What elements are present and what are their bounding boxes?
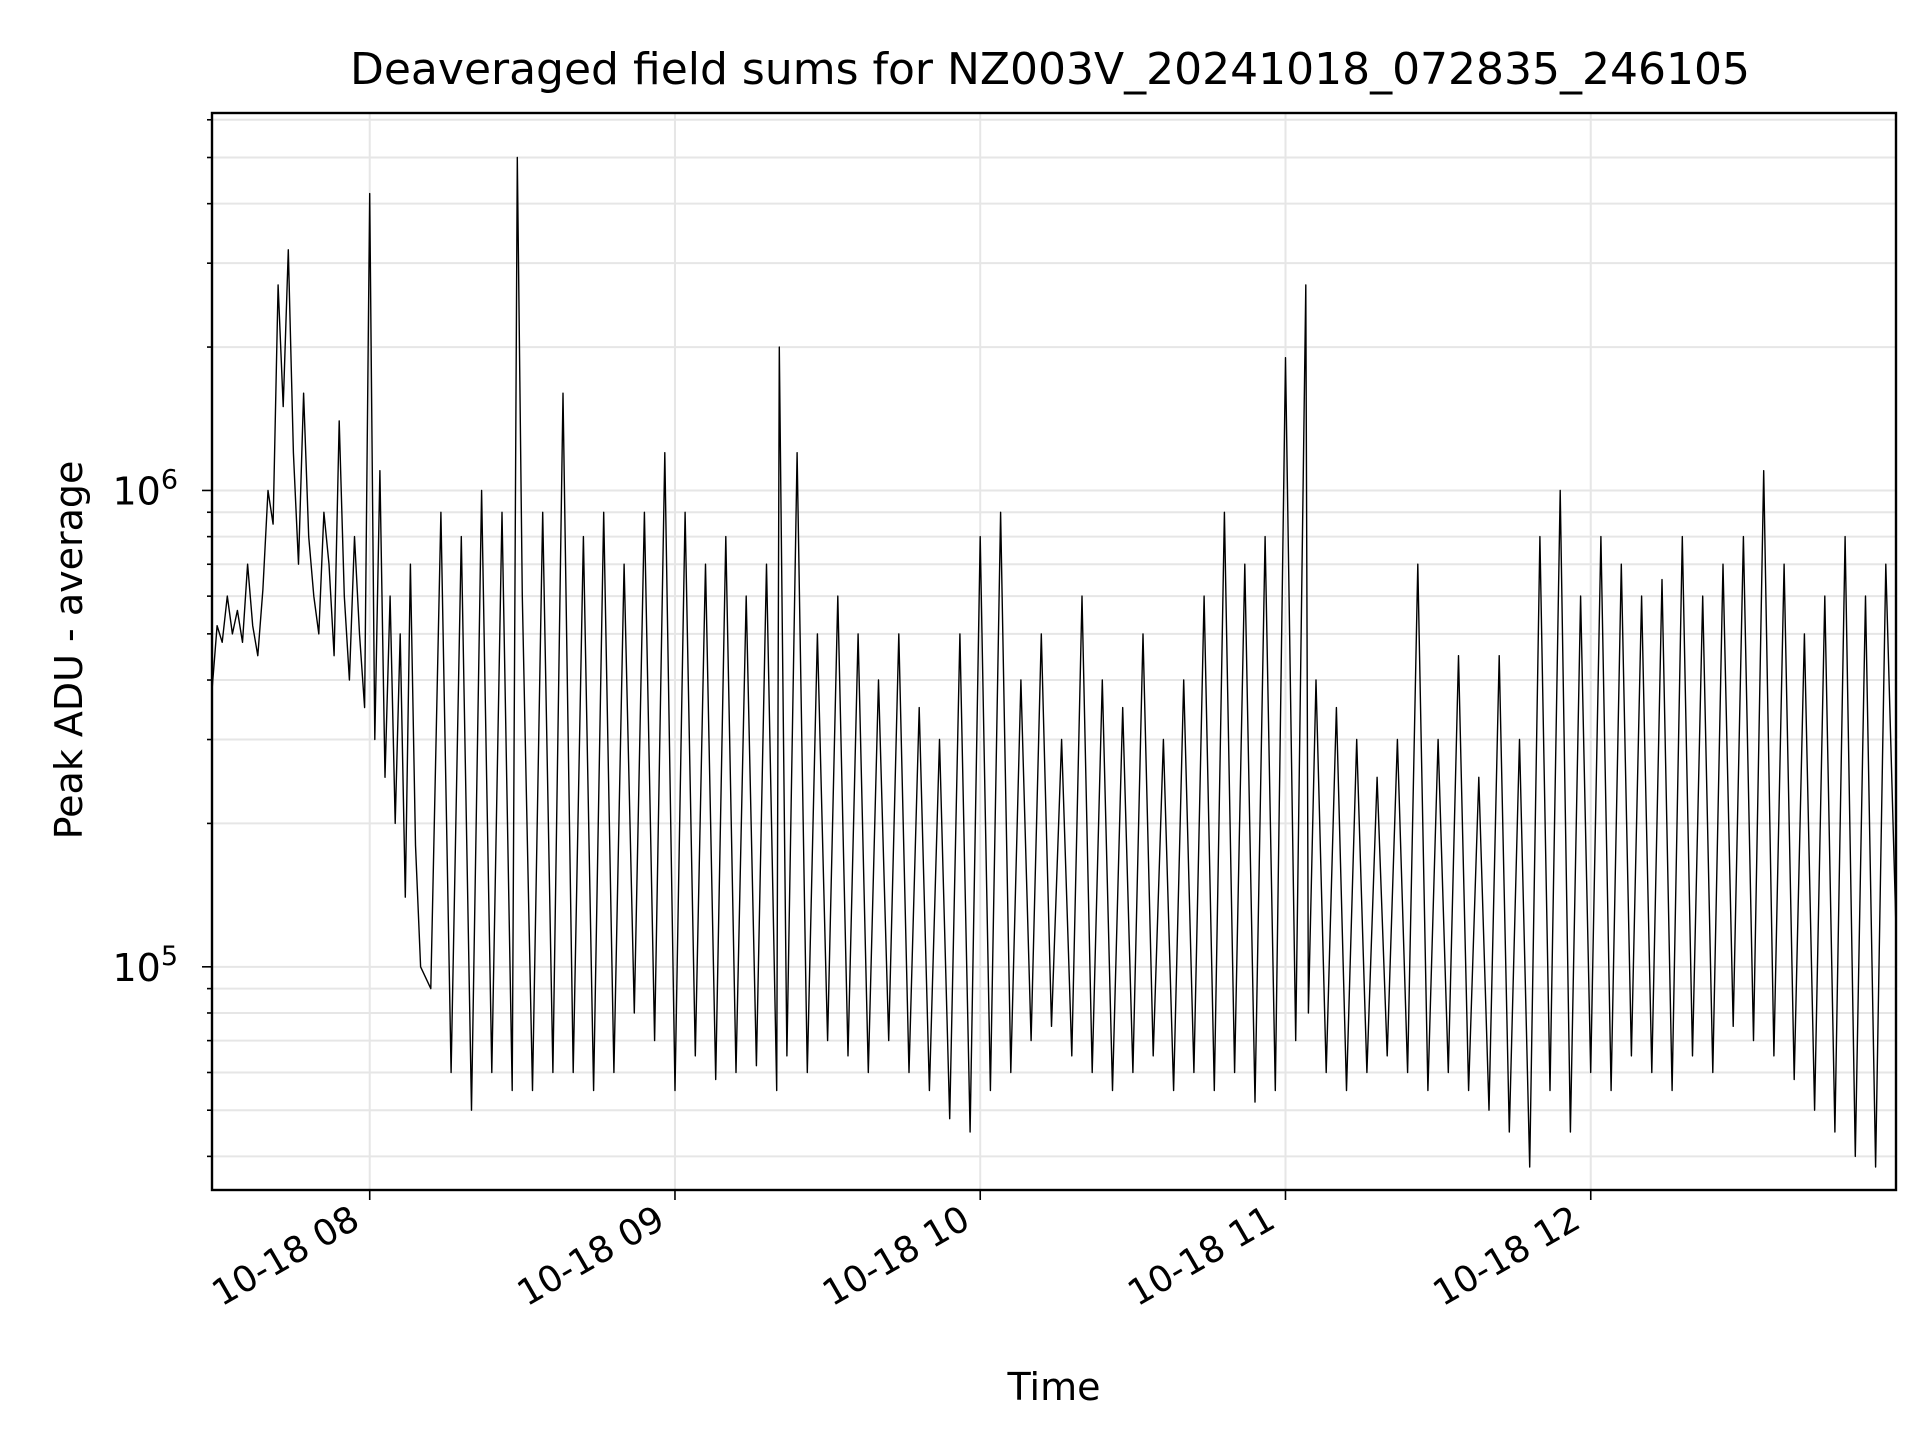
series-line-layer xyxy=(211,156,1897,1168)
y-tick-label: 105 xyxy=(112,941,178,990)
y-axis-label: Peak ADU - average xyxy=(47,461,91,840)
chart-title: Deaveraged field sums for NZ003V_2024101… xyxy=(350,44,1750,95)
x-axis-label: Time xyxy=(1007,1365,1101,1409)
series-line xyxy=(211,156,1897,1168)
y-tick-label: 106 xyxy=(112,464,178,513)
plot-frame xyxy=(210,111,1898,1192)
grid-lines xyxy=(212,113,1896,1190)
